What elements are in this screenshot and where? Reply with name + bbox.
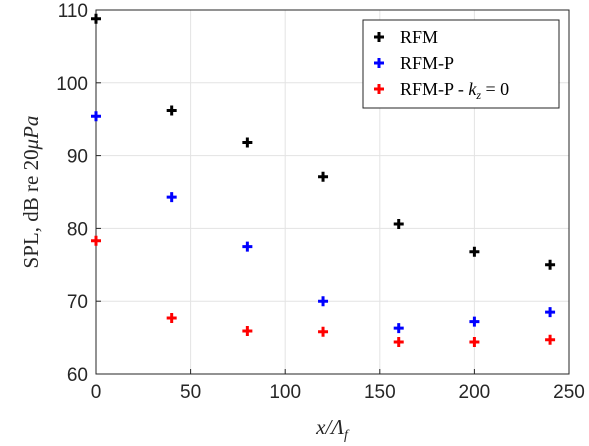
- data-point-series-2: [91, 235, 101, 246]
- x-tick-label: 250: [553, 382, 585, 403]
- legend-item-rfm-p-kz0: RFM-P - kz = 0: [374, 79, 509, 102]
- data-point-series-2: [318, 326, 329, 337]
- data-point-series-0: [393, 219, 404, 230]
- legend-item-rfm: RFM: [374, 27, 438, 47]
- legend-label-rfm-p: RFM-P: [400, 53, 454, 73]
- y-tick-label: 90: [67, 147, 88, 168]
- legend-label-rfm: RFM: [400, 27, 438, 47]
- y-tick-label: 100: [56, 74, 88, 95]
- data-point-series-1: [91, 111, 101, 122]
- legend: RFM RFM-P RFM-P - kz = 0: [362, 19, 560, 109]
- x-tick-label: 150: [364, 382, 396, 403]
- data-point-series-1: [318, 296, 329, 307]
- data-point-series-1: [469, 316, 480, 327]
- legend-box: [362, 19, 560, 109]
- data-point-series-1: [545, 307, 556, 318]
- data-point-series-1: [242, 241, 253, 252]
- y-axis-label: SPL, dB re 20μPa: [19, 116, 43, 269]
- legend-marker-rfm-p-kz0: [374, 84, 384, 94]
- data-points: [91, 13, 556, 347]
- legend-label-rfm-p-kz0: RFM-P - kz = 0: [400, 79, 509, 102]
- data-point-series-2: [166, 312, 177, 323]
- y-tick-label: 70: [67, 292, 88, 313]
- data-point-series-0: [469, 246, 480, 257]
- x-tick-label: 200: [459, 382, 491, 403]
- data-point-series-0: [166, 105, 177, 116]
- data-point-series-1: [166, 192, 177, 203]
- data-point-series-2: [545, 334, 556, 345]
- x-tick-label: 100: [269, 382, 301, 403]
- y-tick-label: 110: [58, 1, 88, 22]
- data-point-series-2: [242, 326, 253, 337]
- x-tick-label: 50: [180, 382, 201, 403]
- data-point-series-0: [242, 137, 253, 148]
- data-point-series-0: [318, 171, 329, 182]
- y-axis: 60 70 80 90 100 110: [56, 1, 101, 386]
- legend-item-rfm-p: RFM-P: [374, 53, 454, 73]
- data-point-series-2: [393, 336, 404, 347]
- y-tick-label: 80: [67, 219, 88, 240]
- legend-marker-rfm: [374, 32, 384, 42]
- plot-area-frame: [95, 9, 570, 375]
- data-point-series-0: [545, 259, 556, 270]
- data-point-series-1: [393, 323, 404, 334]
- y-tick-label: 60: [67, 365, 88, 386]
- x-axis-label: x/Λf: [315, 415, 350, 443]
- x-axis: 0 50 100 150 200 250: [91, 369, 585, 403]
- x-tick-label: 0: [91, 382, 102, 403]
- data-point-series-2: [469, 336, 480, 347]
- legend-marker-rfm-p: [374, 58, 384, 68]
- data-point-series-0: [91, 13, 101, 24]
